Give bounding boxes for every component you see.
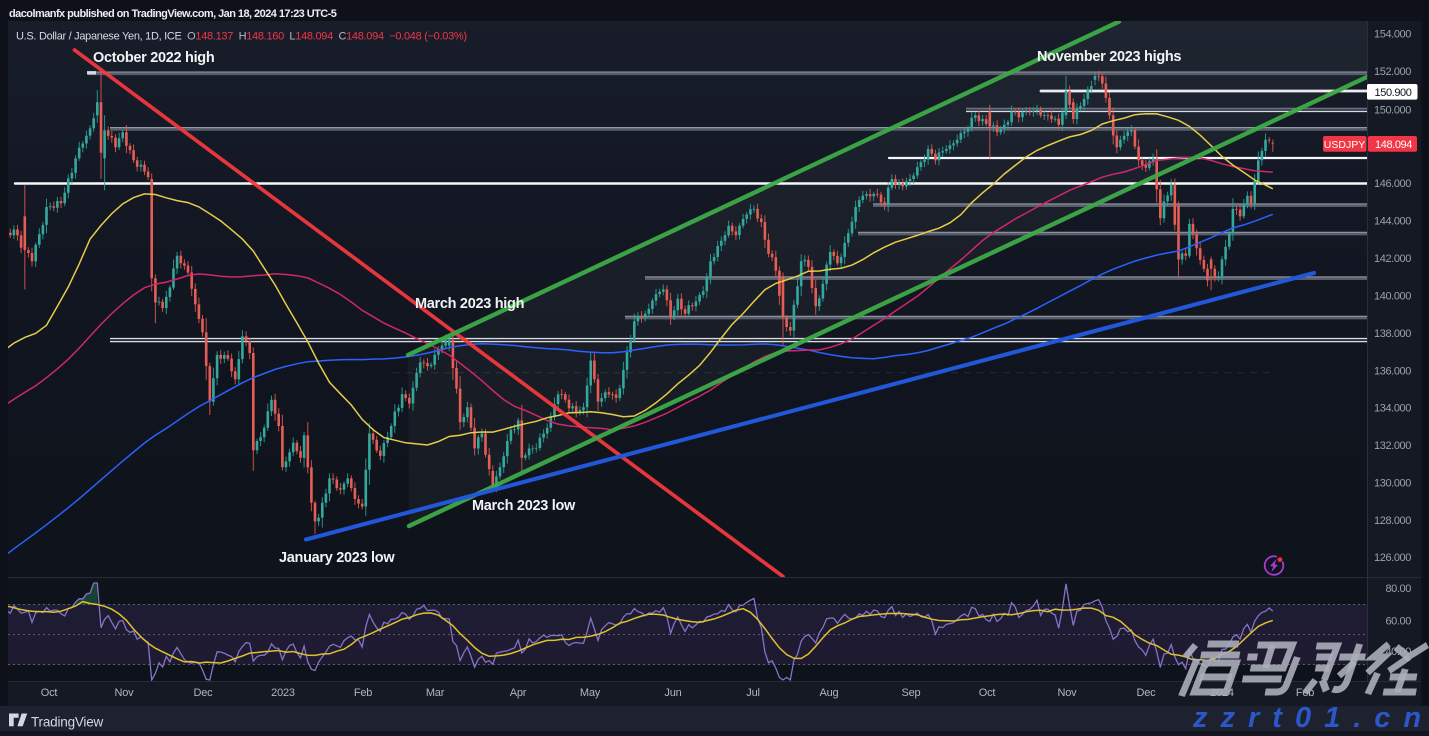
svg-text:Apr: Apr [510, 687, 527, 699]
svg-text:Dec: Dec [1137, 687, 1157, 699]
svg-text:Aug: Aug [820, 687, 839, 699]
svg-text:Oct: Oct [41, 687, 58, 699]
svg-text:March 2023 high: March 2023 high [415, 296, 524, 312]
svg-text:150.900: 150.900 [1375, 87, 1412, 99]
svg-text:January 2023 low: January 2023 low [279, 550, 395, 566]
svg-text:USDJPY: USDJPY [1324, 139, 1365, 151]
svg-text:Jun: Jun [664, 687, 681, 699]
svg-text:132.000: 132.000 [1374, 440, 1411, 452]
svg-text:October 2022 high: October 2022 high [93, 50, 214, 66]
svg-text:dacolmanfx published on Tradin: dacolmanfx published on TradingView.com,… [9, 8, 337, 20]
svg-text:zzrt01.cn: zzrt01.cn [1192, 702, 1429, 734]
svg-text:Oct: Oct [979, 687, 996, 699]
svg-text:Nov: Nov [1058, 687, 1078, 699]
svg-text:60.00: 60.00 [1385, 616, 1411, 628]
svg-text:Jul: Jul [746, 687, 759, 699]
svg-text:154.000: 154.000 [1374, 29, 1411, 41]
svg-text:144.000: 144.000 [1374, 216, 1411, 228]
svg-text:150.000: 150.000 [1374, 105, 1411, 117]
svg-text:TradingView: TradingView [31, 715, 104, 730]
svg-text:142.000: 142.000 [1374, 253, 1411, 265]
svg-text:Feb: Feb [354, 687, 372, 699]
svg-text:May: May [580, 687, 601, 699]
svg-text:148.094: 148.094 [1375, 139, 1412, 151]
svg-text:November 2023 highs: November 2023 highs [1037, 49, 1181, 65]
svg-text:2023: 2023 [271, 687, 295, 699]
svg-text:80.00: 80.00 [1385, 583, 1411, 595]
svg-text:128.000: 128.000 [1374, 515, 1411, 527]
svg-text:March 2023 low: March 2023 low [472, 498, 576, 514]
svg-text:140.000: 140.000 [1374, 291, 1411, 303]
svg-text:136.000: 136.000 [1374, 366, 1411, 378]
svg-text:152.000: 152.000 [1374, 66, 1411, 78]
svg-text:146.000: 146.000 [1374, 178, 1411, 190]
svg-text:126.000: 126.000 [1374, 552, 1411, 564]
svg-text:Dec: Dec [194, 687, 214, 699]
svg-text:Mar: Mar [426, 687, 445, 699]
svg-text:138.000: 138.000 [1374, 328, 1411, 340]
svg-text:U.S. Dollar / Japanese Yen, 1D: U.S. Dollar / Japanese Yen, 1D, ICE O148… [16, 31, 467, 43]
svg-text:Nov: Nov [115, 687, 135, 699]
svg-text:134.000: 134.000 [1374, 403, 1411, 415]
svg-text:Sep: Sep [902, 687, 921, 699]
svg-text:130.000: 130.000 [1374, 478, 1411, 490]
